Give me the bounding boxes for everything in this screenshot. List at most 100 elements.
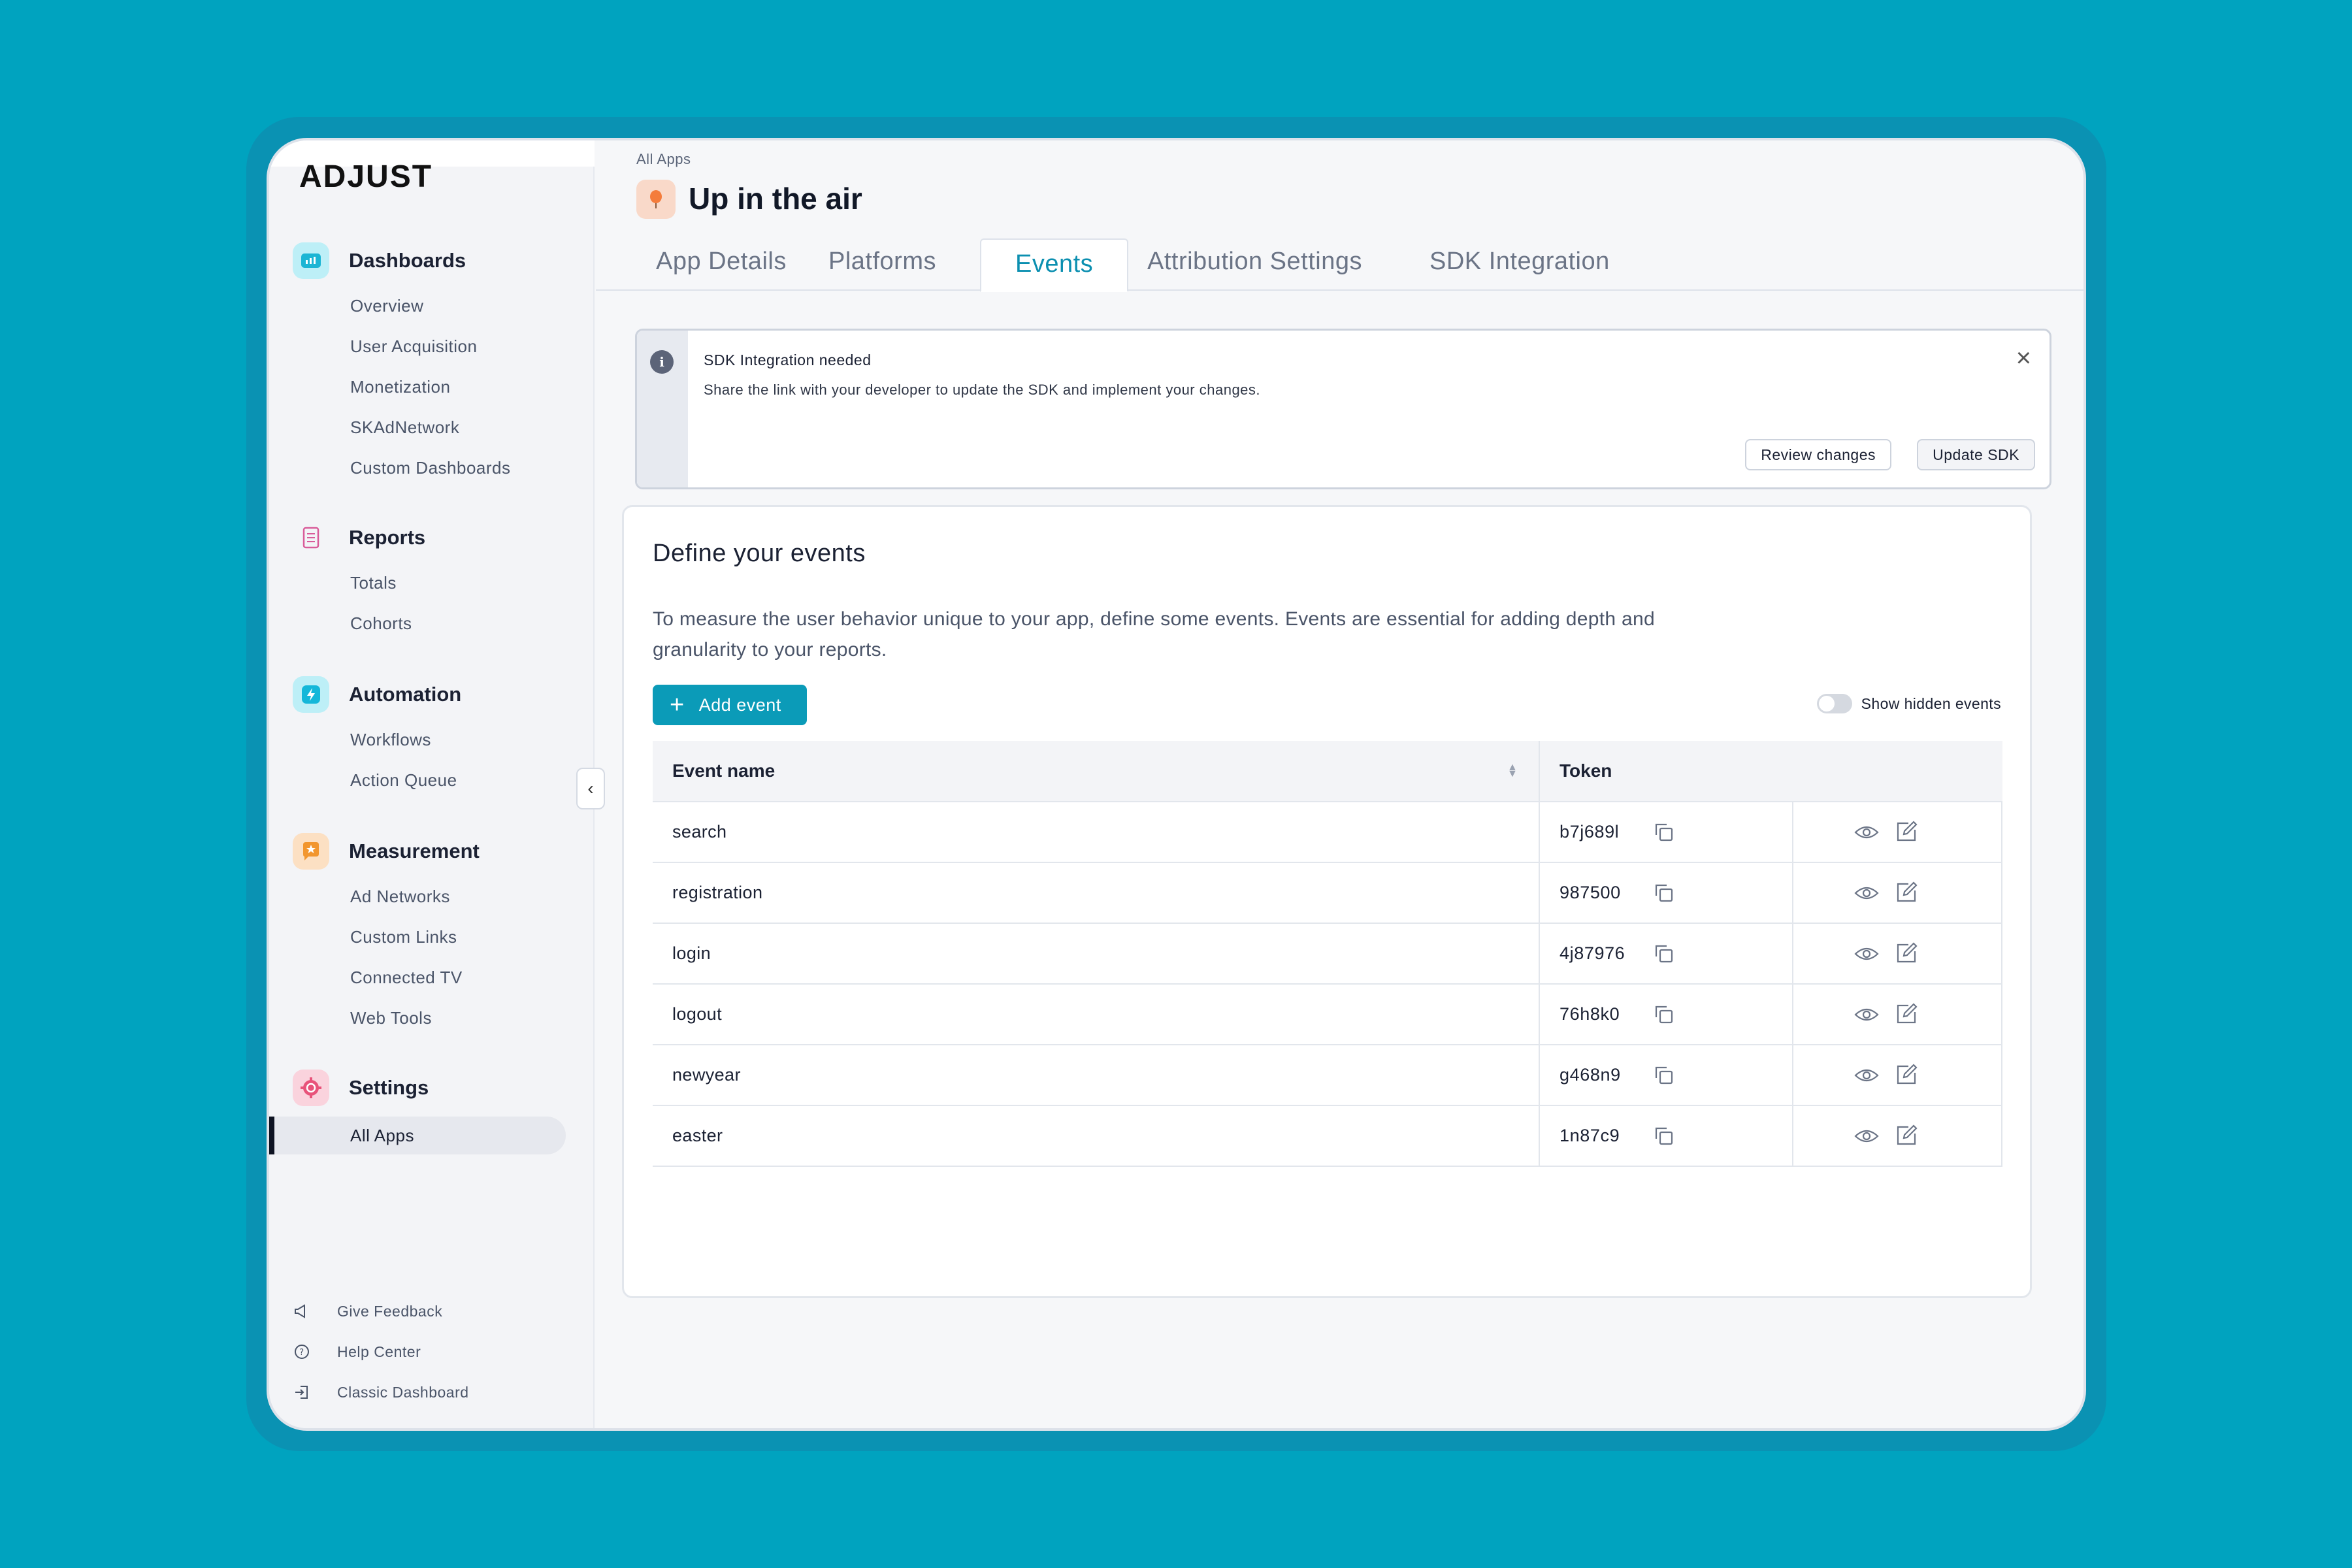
sidebar-section-reports[interactable]: Reports	[293, 518, 425, 557]
copy-icon[interactable]	[1652, 1124, 1676, 1148]
edit-icon[interactable]	[1894, 1062, 1919, 1087]
sidebar-item-workflows[interactable]: Workflows	[350, 730, 431, 749]
sidebar-active-highlight	[269, 1117, 566, 1154]
tab-sdk-integration[interactable]: SDK Integration	[1429, 248, 1610, 275]
update-sdk-button[interactable]: Update SDK	[1917, 439, 2035, 470]
toggle-label: Show hidden events	[1861, 694, 2001, 712]
eye-icon[interactable]	[1854, 1124, 1880, 1148]
sidebar-section-automation[interactable]: Automation	[293, 675, 461, 714]
page-title: Up in the air	[689, 182, 862, 216]
cell-divider	[1539, 1106, 1540, 1166]
event-name-cell: registration	[672, 883, 763, 902]
table-row: newyear g468n9	[653, 1045, 2002, 1106]
sidebar-active-indicator	[269, 1117, 274, 1154]
table-row: easter 1n87c9	[653, 1106, 2002, 1167]
collapse-sidebar-button[interactable]: ‹	[576, 768, 605, 809]
event-token-cell: b7j689l	[1560, 822, 1620, 841]
eye-icon[interactable]	[1854, 881, 1880, 905]
sidebar-item-user-acquisition[interactable]: User Acquisition	[350, 336, 478, 356]
give-feedback-link[interactable]: Give Feedback	[293, 1302, 442, 1320]
sidebar-item-cohorts[interactable]: Cohorts	[350, 613, 412, 633]
sidebar-item-monetization[interactable]: Monetization	[350, 377, 451, 397]
event-token-cell: 1n87c9	[1560, 1126, 1620, 1145]
table-edge	[2001, 863, 2002, 923]
edit-icon[interactable]	[1894, 1123, 1919, 1148]
sidebar-section-title: Settings	[349, 1076, 429, 1099]
edit-icon[interactable]	[1894, 819, 1919, 844]
help-center-link[interactable]: ? Help Center	[293, 1343, 421, 1361]
exit-icon	[295, 1386, 308, 1399]
event-name-cell: easter	[672, 1126, 723, 1145]
eye-icon[interactable]	[1854, 1064, 1880, 1087]
add-event-button[interactable]: + Add event	[653, 685, 807, 725]
alert-message: Share the link with your developer to up…	[704, 382, 1261, 398]
breadcrumb[interactable]: All Apps	[636, 151, 691, 167]
give-feedback-label: Give Feedback	[337, 1302, 443, 1320]
lightning-icon	[293, 676, 329, 713]
cell-divider	[1539, 924, 1540, 983]
copy-icon[interactable]	[1652, 1003, 1676, 1026]
tab-events[interactable]: Events	[980, 238, 1129, 292]
sidebar-section-title: Dashboards	[349, 249, 466, 272]
copy-icon[interactable]	[1652, 881, 1676, 905]
table-row: logout 76h8k0	[653, 985, 2002, 1045]
review-changes-button[interactable]: Review changes	[1745, 439, 1891, 470]
tab-platforms[interactable]: Platforms	[828, 248, 936, 275]
edit-icon[interactable]	[1894, 1002, 1919, 1026]
show-hidden-events-toggle[interactable]: Show hidden events	[1816, 694, 2001, 713]
sidebar-item-action-queue[interactable]: Action Queue	[350, 770, 457, 790]
dashboard-icon	[293, 242, 329, 279]
sidebar-item-skadnetwork[interactable]: SKAdNetwork	[350, 417, 460, 437]
cell-divider	[1792, 985, 1793, 1044]
sidebar-section-measurement[interactable]: Measurement	[293, 832, 480, 871]
tab-app-details[interactable]: App Details	[656, 248, 787, 275]
events-description: To measure the user behavior unique to y…	[653, 608, 1655, 661]
table-header: Event name ▲ ▼ Token	[653, 741, 2002, 802]
table-edge	[2001, 985, 2002, 1044]
sidebar-section-dashboards[interactable]: Dashboards	[293, 241, 466, 280]
cell-divider	[1792, 863, 1793, 923]
eye-icon[interactable]	[1854, 942, 1880, 966]
tab-attribution-settings[interactable]: Attribution Settings	[1147, 248, 1362, 275]
sidebar-item-totals[interactable]: Totals	[350, 573, 397, 593]
edit-icon[interactable]	[1894, 941, 1919, 966]
sidebar-section-title: Automation	[349, 683, 462, 706]
eye-icon[interactable]	[1854, 821, 1880, 844]
adjust-logo[interactable]: ADJUST	[299, 159, 433, 194]
megaphone-icon	[295, 1304, 305, 1318]
cell-divider	[1792, 924, 1793, 983]
toggle-switch[interactable]	[1816, 694, 1852, 713]
sidebar-item-custom-links[interactable]: Custom Links	[350, 927, 457, 947]
sidebar-item-custom-dashboards[interactable]: Custom Dashboards	[350, 458, 511, 478]
copy-icon[interactable]	[1652, 821, 1676, 844]
table-body: search b7j689l registration 987500 login…	[653, 802, 2002, 1167]
event-token-cell: 4j87976	[1560, 943, 1625, 963]
sidebar-item-all-apps[interactable]: All Apps	[350, 1126, 414, 1145]
svg-text:?: ?	[299, 1348, 304, 1358]
close-icon[interactable]: ×	[2016, 344, 2031, 372]
sidebar-item-overview[interactable]: Overview	[350, 296, 424, 316]
sidebar-item-web-tools[interactable]: Web Tools	[350, 1008, 432, 1028]
sidebar-section-settings[interactable]: Settings	[293, 1068, 429, 1107]
event-name-cell: logout	[672, 1004, 722, 1024]
sidebar-item-ad-networks[interactable]: Ad Networks	[350, 887, 450, 906]
column-header-token: Token	[1560, 760, 1612, 781]
column-divider	[1539, 741, 1540, 802]
sidebar-item-connected-tv[interactable]: Connected TV	[350, 968, 463, 987]
sdk-integration-alert: i SDK Integration needed Share the link …	[635, 329, 2051, 489]
classic-dashboard-link[interactable]: Classic Dashboard	[293, 1383, 469, 1401]
sidebar-section-title: Measurement	[349, 840, 480, 862]
column-header-event-name[interactable]: Event name	[672, 760, 776, 781]
sort-icon[interactable]: ▲ ▼	[1507, 762, 1518, 779]
events-table: Event name ▲ ▼ Token search b7j689l regis…	[653, 741, 2002, 1167]
event-token-cell: g468n9	[1560, 1065, 1621, 1085]
copy-icon[interactable]	[1652, 942, 1676, 966]
table-edge	[2001, 924, 2002, 983]
report-icon	[293, 519, 329, 556]
plus-icon: +	[670, 691, 685, 719]
cell-divider	[1792, 802, 1793, 862]
eye-icon[interactable]	[1854, 1003, 1880, 1026]
logo-strip	[269, 140, 595, 167]
edit-icon[interactable]	[1894, 880, 1919, 905]
copy-icon[interactable]	[1652, 1064, 1676, 1087]
